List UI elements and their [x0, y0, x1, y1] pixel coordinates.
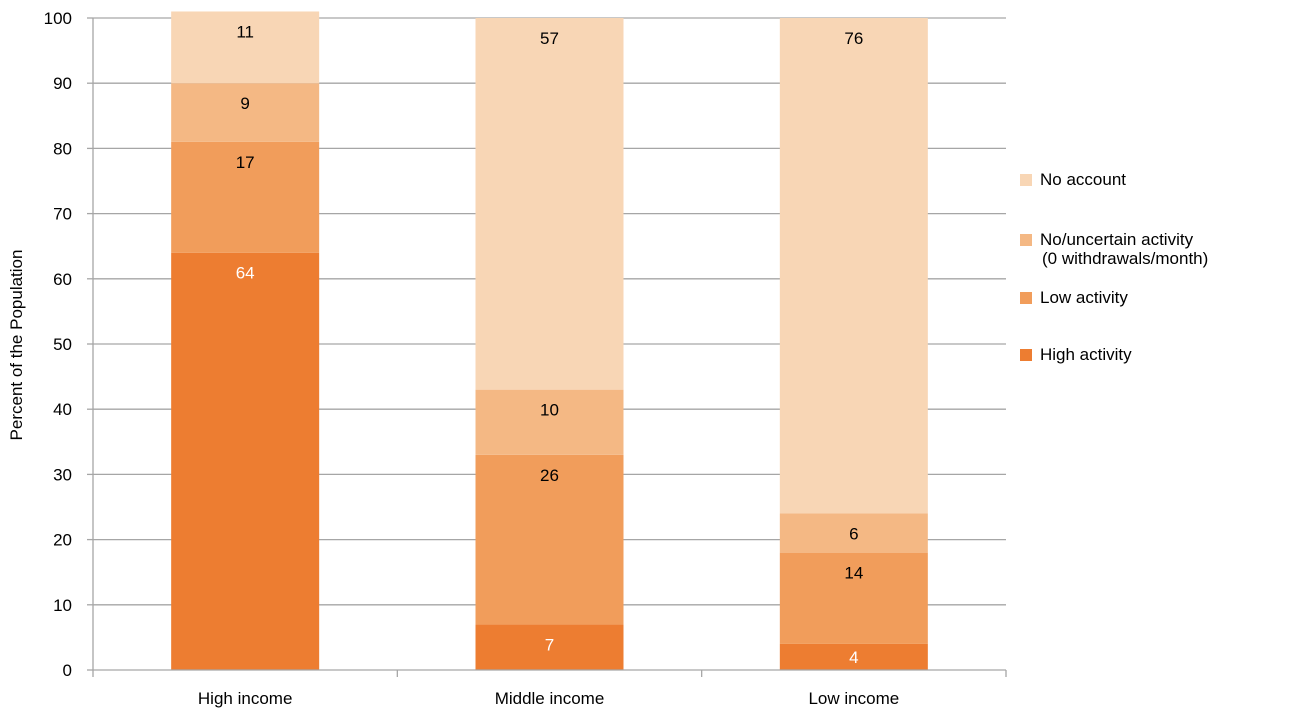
y-axis-label: Percent of the Population: [7, 250, 26, 441]
data-label: 7: [545, 635, 554, 654]
legend-swatch: [1020, 234, 1032, 246]
y-tick-label: 20: [53, 531, 72, 550]
x-tick-label: High income: [198, 689, 293, 708]
bar-segment: [475, 454, 624, 625]
y-tick-label: 10: [53, 596, 72, 615]
legend-label: Low activity: [1040, 288, 1128, 307]
y-tick-label: 0: [63, 661, 72, 680]
legend-item: High activity: [1020, 345, 1132, 364]
data-label: 14: [844, 564, 863, 583]
bar-segment: [475, 389, 624, 455]
legend-swatch: [1020, 174, 1032, 186]
data-label: 4: [849, 648, 858, 667]
data-label: 9: [240, 94, 249, 113]
y-tick-label: 80: [53, 139, 72, 158]
bar-segment: [171, 83, 320, 142]
data-label: 6: [849, 525, 858, 544]
axes: 0 10 20 30 40 50 60 70 80 90 100 High income Middle …: [44, 9, 1007, 708]
x-tick-label: Low income: [808, 689, 899, 708]
legend-item: No account: [1020, 170, 1126, 189]
legend-swatch: [1020, 292, 1032, 304]
bar-segment: [779, 552, 928, 644]
bar-segment: [171, 141, 320, 253]
bar-segment: [171, 11, 320, 84]
x-tick-label: Middle income: [495, 689, 605, 708]
bar-segment: [475, 624, 624, 670]
data-label: 76: [844, 29, 863, 48]
legend-label: (0 withdrawals/month): [1042, 249, 1209, 268]
y-tick-label: 60: [53, 270, 72, 289]
data-labels: 64 17 9 11 7 26 10 57 4 14 6 76: [236, 22, 864, 666]
legend-label: No account: [1040, 170, 1126, 189]
data-label: 11: [236, 22, 254, 41]
data-label: 64: [236, 264, 255, 283]
bars: [171, 11, 928, 670]
bar-segment: [779, 643, 928, 670]
y-tick-label: 100: [44, 9, 72, 28]
legend-label: No/uncertain activity: [1040, 230, 1194, 249]
y-tick-label: 30: [53, 465, 72, 484]
bar-segment: [475, 18, 624, 390]
bar-segment: [171, 252, 320, 670]
legend-item: Low activity: [1020, 288, 1128, 307]
y-tick-label: 70: [53, 205, 72, 224]
data-label: 10: [540, 401, 559, 420]
data-label: 26: [540, 466, 559, 485]
bar-segment: [779, 513, 928, 553]
data-label: 57: [540, 29, 559, 48]
y-tick-label: 40: [53, 400, 72, 419]
legend-label: High activity: [1040, 345, 1132, 364]
y-tick-label: 50: [53, 335, 72, 354]
legend-item: No/uncertain activity (0 withdrawals/mont…: [1020, 230, 1208, 268]
legend-swatch: [1020, 349, 1032, 361]
bar-segment: [779, 18, 928, 514]
y-tick-label: 90: [53, 74, 72, 93]
data-label: 17: [236, 153, 255, 172]
